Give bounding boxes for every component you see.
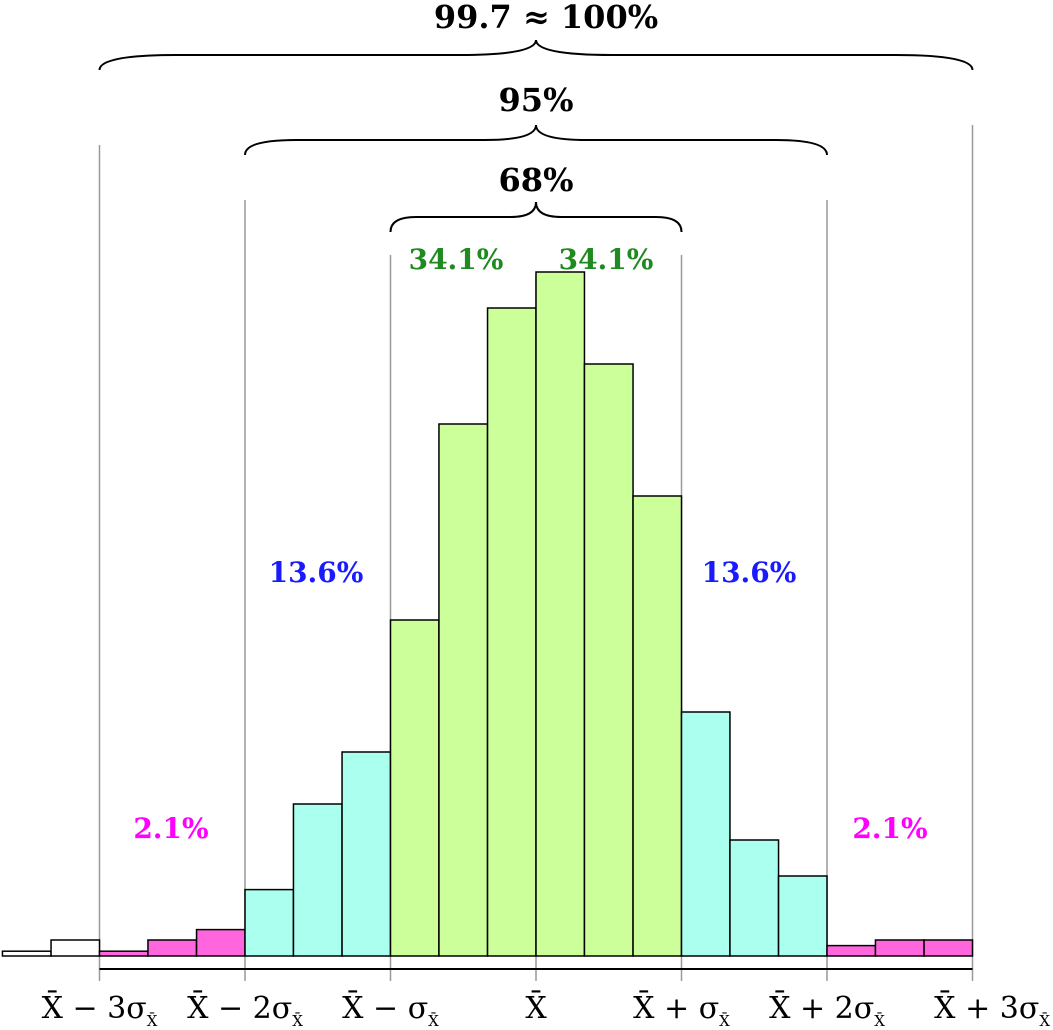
histogram-bar [535, 271, 586, 957]
braces [98, 39, 974, 233]
histogram-bar [632, 495, 683, 957]
label-right-center: 34.1% [559, 243, 654, 276]
label-left-tail: 2.1% [133, 812, 208, 845]
label-right-mid: 13.6% [702, 556, 797, 589]
histogram-bars [1, 271, 974, 957]
histogram-bar [195, 928, 246, 957]
histogram-bar [1, 950, 52, 957]
histogram-bar [438, 423, 489, 957]
x-tick-label: X̄ + 3σX̄ [934, 990, 1050, 1030]
histogram-bar [923, 939, 974, 957]
histogram-bar [147, 939, 198, 957]
histogram-bar [680, 711, 731, 957]
brace-middle [244, 124, 828, 156]
x-tick-label: X̄ − 2σX̄ [187, 990, 303, 1030]
histogram-bar [389, 619, 440, 957]
histogram-bar [486, 307, 537, 957]
histogram-bar [729, 839, 780, 957]
brace-label-middle: 95% [499, 81, 574, 119]
label-left-center: 34.1% [409, 243, 504, 276]
x-tick-label: X̄ − σX̄ [342, 990, 439, 1030]
label-right-tail: 2.1% [852, 812, 927, 845]
histogram-bar [98, 950, 149, 957]
histogram-bar [292, 803, 343, 957]
histogram-bar [874, 939, 925, 957]
x-tick-label: X̄ [525, 990, 547, 1026]
x-tick-label: X̄ + σX̄ [633, 990, 730, 1030]
x-axis: X̄ − 3σX̄ X̄ − 2σX̄ X̄ − σX̄ X̄ X̄ + σX̄ X̄ +… [42, 968, 1050, 1030]
x-tick-label: X̄ − 3σX̄ [42, 990, 158, 1030]
histogram-bar [826, 944, 877, 957]
x-tick-label: X̄ + 2σX̄ [769, 990, 885, 1030]
histogram-bar [341, 751, 392, 957]
histogram-bar [583, 363, 634, 957]
brace-label-outer: 99.7 ≈ 100% [434, 0, 658, 36]
label-left-mid: 13.6% [269, 556, 364, 589]
brace-inner [389, 201, 683, 233]
brace-outer [98, 39, 974, 71]
histogram-bar [50, 939, 101, 957]
histogram-bar [244, 888, 295, 957]
histogram-bar [777, 875, 828, 957]
brace-label-inner: 68% [499, 161, 574, 199]
